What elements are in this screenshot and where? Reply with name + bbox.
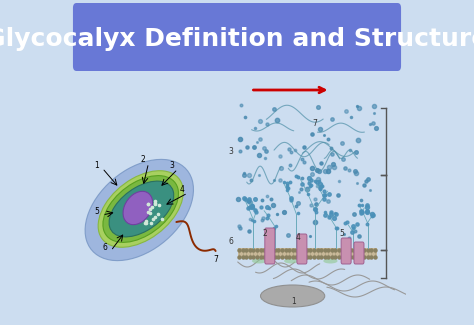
Ellipse shape [103,176,179,242]
Text: 3: 3 [228,148,233,157]
FancyBboxPatch shape [73,3,401,71]
Text: 6: 6 [102,243,108,253]
Text: 3: 3 [170,162,174,171]
Text: 1: 1 [94,161,99,170]
Text: 2: 2 [140,155,145,164]
Text: 1: 1 [292,297,296,306]
Text: 7: 7 [312,120,317,128]
Text: 2: 2 [263,229,267,239]
Text: Glycocalyx Definition and Structure: Glycocalyx Definition and Structure [0,27,474,51]
Ellipse shape [98,171,183,247]
Text: 4: 4 [295,233,300,242]
Ellipse shape [85,159,193,261]
Ellipse shape [323,258,337,264]
Text: 6: 6 [228,238,233,246]
Ellipse shape [261,285,325,307]
Ellipse shape [284,258,298,264]
FancyBboxPatch shape [341,238,351,264]
Text: 4: 4 [180,186,184,194]
FancyBboxPatch shape [297,234,307,264]
Ellipse shape [252,258,266,264]
Text: 5: 5 [339,229,344,239]
Text: 7: 7 [213,255,219,264]
Ellipse shape [109,181,174,237]
Ellipse shape [123,191,153,225]
FancyBboxPatch shape [265,228,275,264]
FancyBboxPatch shape [238,248,377,258]
Text: 5: 5 [94,207,99,216]
FancyBboxPatch shape [354,242,364,264]
